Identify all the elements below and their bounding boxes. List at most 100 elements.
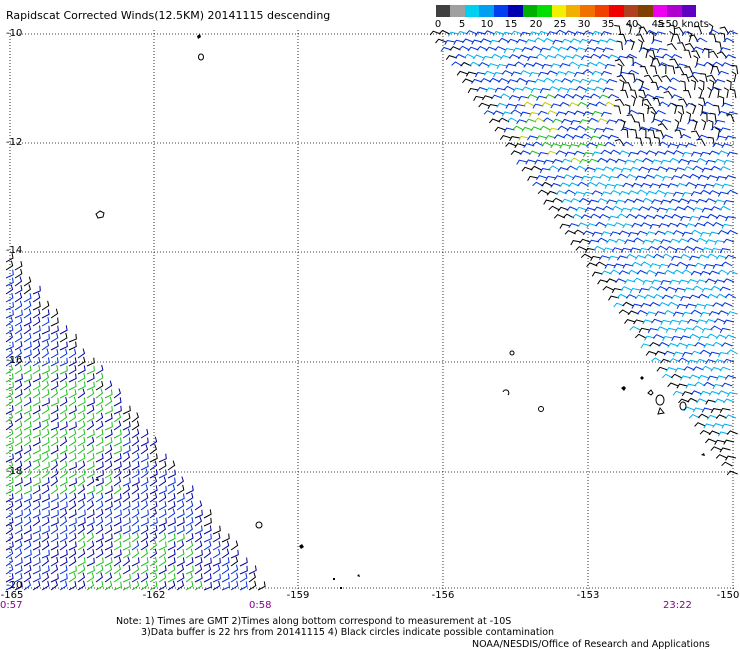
wind-barb	[203, 533, 212, 543]
wind-barb	[185, 524, 193, 535]
wind-barb	[467, 87, 479, 94]
wind-barb	[661, 294, 674, 300]
wind-barb	[593, 127, 605, 134]
wind-barb	[588, 239, 600, 245]
wind-barb	[654, 31, 666, 37]
wind-barb	[562, 93, 575, 99]
wind-barb	[602, 166, 614, 172]
wind-barb	[564, 70, 576, 76]
wind-barb	[557, 87, 569, 92]
wind-barb	[113, 445, 122, 455]
wind-barb	[575, 47, 587, 53]
wind-barb	[508, 95, 521, 100]
wind-barb	[86, 469, 95, 479]
wind-barb	[545, 175, 557, 181]
wind-barb	[212, 548, 221, 559]
wind-barb	[68, 524, 77, 535]
wind-barb	[14, 373, 23, 383]
wind-barb	[685, 102, 697, 108]
wind-barb	[59, 452, 68, 463]
wind-barb	[625, 294, 638, 299]
wind-barb	[573, 31, 585, 37]
wind-barb	[660, 279, 672, 286]
wind-barb	[41, 501, 50, 511]
wind-barb	[647, 327, 659, 334]
wind-barb	[649, 65, 658, 75]
wind-barb	[95, 500, 104, 511]
wind-barb	[600, 31, 612, 36]
wind-barb	[600, 70, 612, 76]
wind-barb	[703, 423, 715, 429]
wind-barb	[687, 159, 699, 166]
wind-barb	[167, 501, 176, 511]
wind-barb	[5, 364, 14, 375]
island	[198, 53, 204, 61]
wind-barb	[660, 199, 672, 205]
wind-barb	[41, 420, 49, 431]
wind-barb	[662, 335, 673, 342]
wind-barb	[131, 461, 140, 471]
wind-barb	[606, 78, 618, 84]
wind-barb	[609, 189, 621, 195]
wind-barb	[537, 110, 549, 116]
wind-barb	[481, 95, 494, 101]
wind-barb	[496, 63, 508, 70]
wind-barb	[703, 343, 715, 349]
wind-barb	[530, 45, 542, 51]
wind-barb	[50, 413, 59, 423]
wind-barb	[113, 500, 122, 511]
wind-barb	[59, 580, 68, 591]
wind-barb	[703, 61, 715, 67]
wind-barb	[721, 143, 733, 149]
wind-barb	[194, 509, 203, 519]
wind-barb	[86, 485, 95, 495]
wind-barb	[701, 247, 713, 253]
wind-barb	[651, 199, 663, 204]
wind-barb	[5, 428, 14, 439]
wind-barb	[665, 207, 677, 213]
wind-barb	[77, 500, 85, 511]
wind-barb	[568, 223, 580, 228]
wind-barb	[131, 557, 140, 567]
wind-barb	[678, 198, 690, 203]
wind-barb	[532, 141, 544, 147]
wind-barb	[544, 54, 557, 60]
wind-barb	[717, 390, 729, 396]
wind-barb	[719, 447, 731, 453]
colorbar-swatch	[667, 5, 683, 17]
wind-barb	[724, 334, 737, 340]
wind-barb	[708, 270, 720, 276]
wind-barb	[14, 348, 22, 359]
wind-barb	[185, 485, 194, 495]
wind-barb	[525, 79, 537, 86]
wind-barb	[663, 90, 674, 99]
island	[538, 406, 544, 412]
wind-barb	[14, 356, 23, 367]
wind-barb	[643, 174, 656, 180]
wind-barb	[104, 396, 113, 407]
wind-barb	[77, 372, 86, 383]
wind-barb	[608, 255, 620, 261]
wind-barb	[77, 412, 86, 423]
wind-barb	[68, 333, 77, 343]
wind-barb	[14, 460, 23, 471]
wind-barb	[23, 500, 32, 511]
wind-barb	[77, 476, 86, 487]
wind-barb	[609, 231, 621, 237]
wind-barb	[23, 317, 32, 327]
wind-barb	[731, 71, 737, 83]
wind-barb	[579, 158, 591, 164]
wind-barb	[642, 157, 654, 163]
wind-barb	[681, 231, 693, 237]
wind-barb	[167, 469, 176, 479]
wind-barb	[68, 500, 77, 511]
wind-barb	[167, 557, 176, 567]
wind-barb	[667, 263, 679, 269]
wind-barb	[706, 74, 717, 83]
wind-barb	[104, 421, 113, 431]
footnote-line: 3)Data buffer is 22 hrs from 20141115 4)…	[141, 627, 555, 638]
wind-barb	[714, 279, 726, 285]
wind-barb	[647, 47, 659, 53]
wind-barb	[131, 516, 139, 527]
wind-barb	[714, 239, 726, 246]
